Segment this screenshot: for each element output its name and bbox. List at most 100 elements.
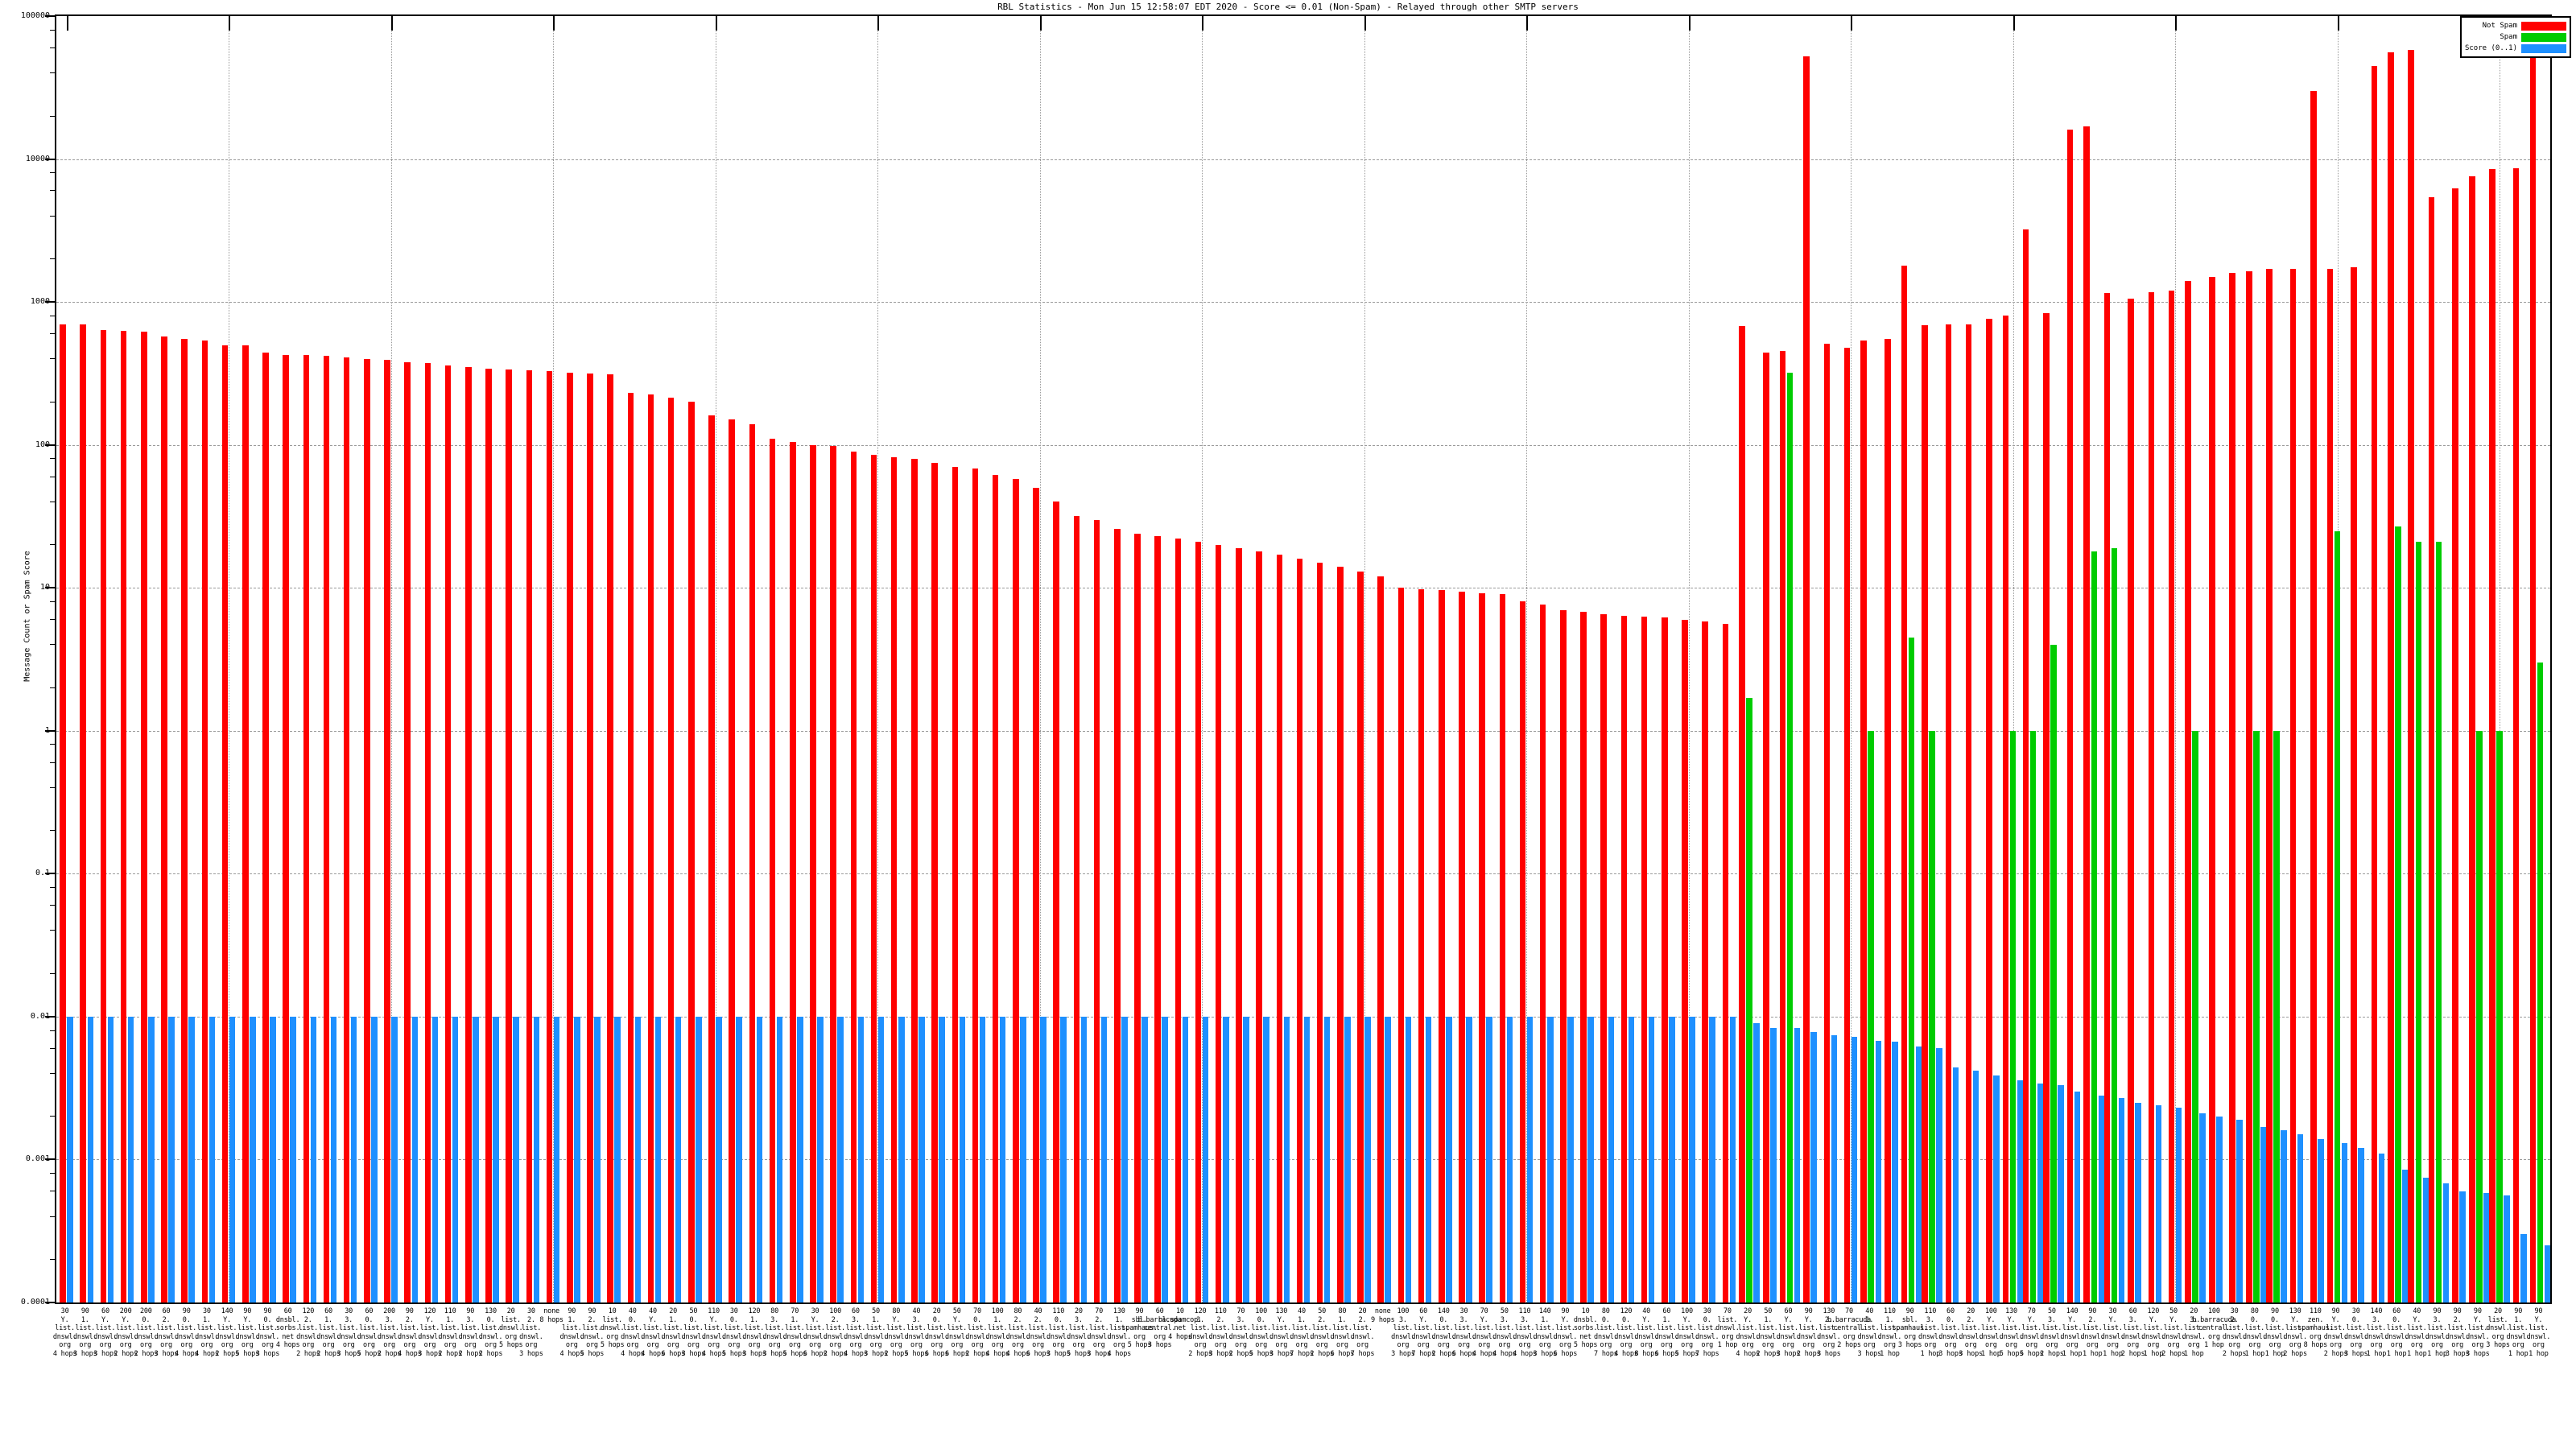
- bar-score[interactable]: [2504, 1195, 2510, 1302]
- bar-not-spam[interactable]: [1803, 56, 1810, 1302]
- bar-score[interactable]: [1486, 1016, 1492, 1302]
- bar-group[interactable]: [1901, 16, 1922, 1302]
- bar-not-spam[interactable]: [2529, 30, 2537, 1302]
- bar-score[interactable]: [1364, 1016, 1371, 1302]
- bar-score[interactable]: [2459, 1191, 2466, 1302]
- bar-score[interactable]: [999, 1016, 1006, 1302]
- bar-group[interactable]: [847, 16, 867, 1302]
- bar-group[interactable]: [725, 16, 745, 1302]
- bar-score[interactable]: [2118, 1097, 2125, 1302]
- bar-score[interactable]: [1141, 1016, 1148, 1302]
- bar-not-spam[interactable]: [1459, 592, 1465, 1302]
- bar-score[interactable]: [817, 1016, 824, 1302]
- bar-group[interactable]: [1111, 16, 1131, 1302]
- bar-group[interactable]: [361, 16, 381, 1302]
- bar-score[interactable]: [756, 1016, 763, 1302]
- bar-group[interactable]: [381, 16, 401, 1302]
- bar-not-spam[interactable]: [424, 362, 431, 1302]
- bar-group[interactable]: [827, 16, 847, 1302]
- bar-score[interactable]: [979, 1016, 986, 1302]
- bar-not-spam[interactable]: [283, 355, 289, 1302]
- bar-not-spam[interactable]: [1114, 528, 1121, 1302]
- bar-not-spam[interactable]: [2066, 130, 2074, 1302]
- bar-score[interactable]: [797, 1016, 803, 1302]
- bar-score[interactable]: [1608, 1016, 1615, 1302]
- bar-group[interactable]: [1719, 16, 1739, 1302]
- bar-not-spam[interactable]: [1377, 576, 1384, 1302]
- bar-group[interactable]: [279, 16, 299, 1302]
- bar-group[interactable]: [2307, 16, 2327, 1302]
- bar-score[interactable]: [1020, 1016, 1026, 1302]
- bar-not-spam[interactable]: [221, 345, 229, 1302]
- bar-not-spam[interactable]: [1921, 324, 1928, 1302]
- bar-not-spam[interactable]: [1641, 616, 1648, 1302]
- bar-not-spam[interactable]: [850, 451, 857, 1302]
- bar-score[interactable]: [513, 1016, 519, 1302]
- bar-not-spam[interactable]: [161, 336, 167, 1302]
- bar-group[interactable]: [564, 16, 584, 1302]
- bar-not-spam[interactable]: [2209, 276, 2215, 1302]
- bar-group[interactable]: [2002, 16, 2024, 1302]
- bar-not-spam[interactable]: [790, 441, 796, 1302]
- bar-group[interactable]: [2408, 16, 2429, 1302]
- bar-not-spam[interactable]: [2148, 292, 2155, 1302]
- bar-not-spam[interactable]: [2408, 50, 2414, 1302]
- bar-score[interactable]: [270, 1016, 276, 1302]
- bar-not-spam[interactable]: [708, 415, 715, 1302]
- bar-spam[interactable]: [2029, 730, 2037, 1302]
- bar-score[interactable]: [857, 1016, 865, 1302]
- bar-group[interactable]: [1597, 16, 1617, 1302]
- bar-group[interactable]: [2124, 16, 2145, 1302]
- bar-score[interactable]: [574, 1016, 580, 1302]
- bar-not-spam[interactable]: [830, 446, 836, 1302]
- bar-score[interactable]: [229, 1016, 236, 1302]
- bar-not-spam[interactable]: [1965, 324, 1972, 1302]
- bar-not-spam[interactable]: [2489, 169, 2496, 1302]
- bar-group[interactable]: [1212, 16, 1232, 1302]
- bar-score[interactable]: [1080, 1016, 1088, 1302]
- bar-not-spam[interactable]: [1479, 592, 1485, 1302]
- bar-not-spam[interactable]: [343, 357, 350, 1302]
- bar-score[interactable]: [1851, 1037, 1858, 1302]
- bar-score[interactable]: [1385, 1016, 1392, 1302]
- bar-score[interactable]: [1794, 1028, 1801, 1302]
- bar-score[interactable]: [1709, 1016, 1716, 1302]
- bar-not-spam[interactable]: [1276, 555, 1283, 1302]
- bar-group[interactable]: [644, 16, 664, 1302]
- bar-score[interactable]: [1831, 1035, 1838, 1302]
- bar-score[interactable]: [2037, 1084, 2044, 1302]
- bar-group[interactable]: [1009, 16, 1030, 1302]
- bar-not-spam[interactable]: [2428, 197, 2435, 1302]
- bar-group[interactable]: [1293, 16, 1313, 1302]
- bar-score[interactable]: [776, 1016, 783, 1302]
- bar-not-spam[interactable]: [1174, 539, 1182, 1302]
- bar-score[interactable]: [1303, 1016, 1311, 1302]
- bar-not-spam[interactable]: [2469, 175, 2475, 1302]
- bar-group[interactable]: [1030, 16, 1050, 1302]
- bar-score[interactable]: [959, 1016, 966, 1302]
- bar-spam[interactable]: [1786, 372, 1794, 1302]
- bar-score[interactable]: [1446, 1016, 1452, 1302]
- bar-score[interactable]: [1875, 1040, 1882, 1302]
- bar-not-spam[interactable]: [100, 329, 107, 1302]
- bar-score[interactable]: [1587, 1016, 1594, 1302]
- bar-group[interactable]: [2368, 16, 2388, 1302]
- bar-not-spam[interactable]: [607, 374, 613, 1302]
- bar-group[interactable]: [1253, 16, 1273, 1302]
- bar-score[interactable]: [2281, 1130, 2287, 1302]
- bar-not-spam[interactable]: [1195, 542, 1202, 1302]
- bar-score[interactable]: [1810, 1032, 1817, 1302]
- bar-score[interactable]: [533, 1016, 540, 1302]
- bar-group[interactable]: [2206, 16, 2226, 1302]
- bar-score[interactable]: [2544, 1245, 2550, 1302]
- bar-not-spam[interactable]: [2083, 126, 2090, 1302]
- bar-group[interactable]: [1496, 16, 1516, 1302]
- bar-not-spam[interactable]: [1702, 621, 1708, 1302]
- bar-group[interactable]: [158, 16, 178, 1302]
- bar-score[interactable]: [2378, 1154, 2385, 1302]
- bar-score[interactable]: [1546, 1016, 1554, 1302]
- bar-not-spam[interactable]: [1499, 594, 1506, 1302]
- bar-score[interactable]: [1952, 1067, 1959, 1302]
- bar-not-spam[interactable]: [1418, 588, 1425, 1302]
- bar-not-spam[interactable]: [2351, 266, 2357, 1302]
